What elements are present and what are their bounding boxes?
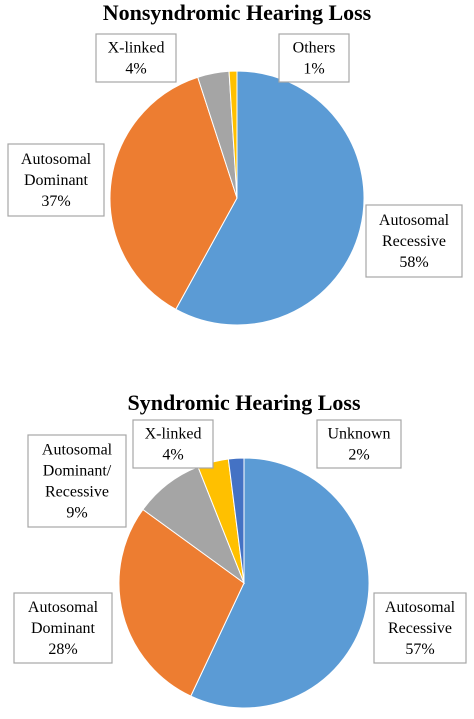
- chart-title-syndromic: Syndromic Hearing Loss: [127, 390, 361, 415]
- data-label-autosomal-dominant-line-1: Dominant: [31, 620, 96, 637]
- data-label-x-linked-line-0: X-linked: [108, 40, 165, 57]
- data-label-x-linked-line-1: 4%: [162, 447, 183, 464]
- pie-slice-autosomal-dominant: [118, 508, 245, 697]
- pie-slice-others: [228, 70, 238, 199]
- data-label-autosomal-recessive-line-2: 58%: [399, 254, 428, 271]
- data-label-others-line-1: 1%: [303, 61, 324, 78]
- data-label-others-line-0: Others: [293, 40, 336, 57]
- data-label-box-autosomal-recessive: [365, 204, 463, 278]
- data-label-box-x-linked: [132, 419, 214, 469]
- data-label-autosomal-recessive-line-0: Autosomal: [385, 599, 456, 616]
- data-label-autosomal-dominant-line-0: Autosomal: [21, 151, 92, 168]
- data-label-box-autosomal-dominant: [13, 592, 113, 664]
- data-label-box-autosomal-recessive: [373, 592, 467, 664]
- pie-slice-autosomal-recessive: [190, 457, 370, 709]
- data-label-box-unknown: [316, 419, 402, 469]
- data-label-autosomal-dominant-line-1: Dominant: [24, 172, 89, 189]
- data-label-box-x-linked: [95, 33, 177, 83]
- data-label-box-autosomal-dominant-recessive: [27, 434, 127, 528]
- data-label-autosomal-recessive-line-1: Recessive: [388, 620, 452, 637]
- pie-nonsyndromic: [109, 70, 365, 326]
- pie-slice-unknown: [227, 457, 245, 584]
- data-label-x-linked-line-0: X-linked: [145, 426, 202, 443]
- data-label-autosomal-dominant-recessive-line-0: Autosomal: [42, 442, 113, 459]
- data-label-x-linked-line-1: 4%: [125, 61, 146, 78]
- data-label-autosomal-dominant-line-2: 37%: [41, 193, 70, 210]
- data-label-box-others: [278, 33, 350, 83]
- data-label-autosomal-dominant-recessive-line-3: 9%: [66, 505, 87, 522]
- pie-syndromic: [118, 457, 370, 709]
- data-label-autosomal-dominant-line-2: 28%: [48, 641, 77, 658]
- chart-title-nonsyndromic: Nonsyndromic Hearing Loss: [103, 0, 372, 25]
- labels-nonsyndromic: Autosomal Recessive 58% Autosomal Dominant 37…: [7, 33, 463, 278]
- data-label-unknown-line-1: 2%: [348, 447, 369, 464]
- data-label-autosomal-recessive-line-0: Autosomal: [379, 212, 450, 229]
- data-label-unknown-line-0: Unknown: [327, 426, 390, 443]
- data-label-autosomal-recessive-line-2: 57%: [405, 641, 434, 658]
- data-label-autosomal-recessive-line-1: Recessive: [382, 233, 446, 250]
- data-label-autosomal-dominant-recessive-line-2: Recessive: [45, 484, 109, 501]
- data-label-autosomal-dominant-recessive-line-1: Dominant/: [43, 463, 112, 480]
- labels-syndromic: Autosomal Recessive 57% Autosomal Dominant 28…: [13, 419, 467, 664]
- pie-slice-autosomal-dominant: [109, 76, 238, 310]
- data-label-box-autosomal-dominant: [7, 143, 105, 217]
- pie-slice-autosomal-recessive: [175, 70, 365, 326]
- data-label-autosomal-dominant-line-0: Autosomal: [28, 599, 99, 616]
